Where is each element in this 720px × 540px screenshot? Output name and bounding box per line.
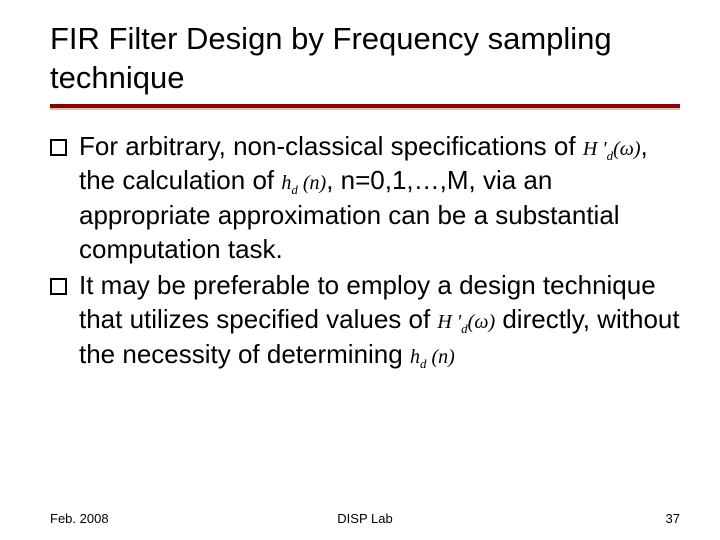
footer-date: Feb. 2008 xyxy=(50,511,109,526)
slide-footer: Feb. 2008 DISP Lab 37 xyxy=(50,511,680,526)
bullet-box-icon xyxy=(50,139,67,156)
math-expr: hd (n) xyxy=(410,346,455,368)
bullet-box-icon xyxy=(50,278,67,295)
footer-lab: DISP Lab xyxy=(337,511,392,526)
title-block: FIR Filter Design by Frequency sampling … xyxy=(50,20,680,110)
title-underline xyxy=(50,104,680,110)
math-expr: H 'd(ω) xyxy=(437,311,495,333)
slide-title: FIR Filter Design by Frequency sampling … xyxy=(50,20,680,98)
math-expr: hd (n) xyxy=(281,172,326,194)
bullet-text: For arbitrary, non-classical specificati… xyxy=(79,130,680,267)
bullet-item: For arbitrary, non-classical specificati… xyxy=(50,130,680,267)
text-run: For arbitrary, non-classical specificati… xyxy=(79,131,583,161)
footer-page-number: 37 xyxy=(666,511,680,526)
slide-body: For arbitrary, non-classical specificati… xyxy=(50,130,680,375)
bullet-text: It may be preferable to employ a design … xyxy=(79,269,680,373)
bullet-item: It may be preferable to employ a design … xyxy=(50,269,680,373)
math-expr: H 'd(ω) xyxy=(583,138,641,160)
slide: FIR Filter Design by Frequency sampling … xyxy=(0,0,720,540)
